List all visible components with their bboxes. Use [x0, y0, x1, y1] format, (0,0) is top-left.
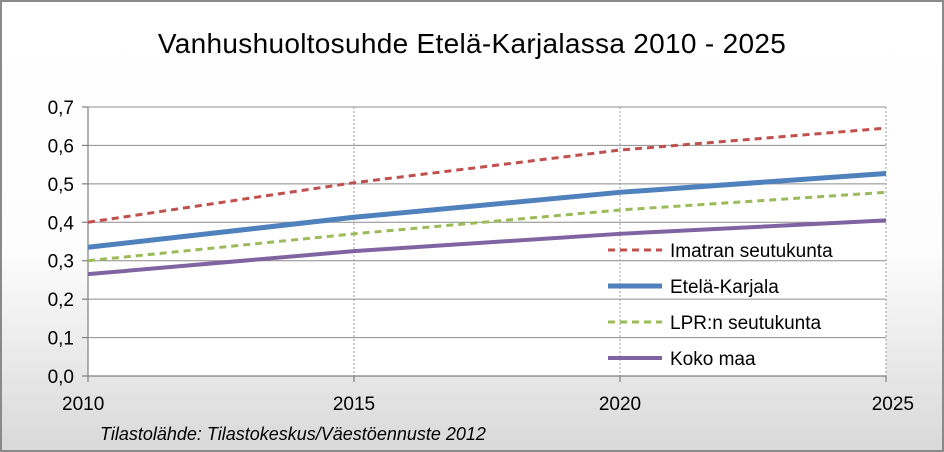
y-axis-ticks: 0,0 0,1 0,2 0,3 0,4 0,5 0,6 0,7: [48, 98, 75, 388]
y-tick-label: 0,2: [48, 290, 74, 311]
legend: Imatran seutukunta Etelä-Karjala LPR:n seu…: [608, 241, 833, 370]
series-line: [87, 190, 887, 263]
y-tick-label: 0,3: [48, 252, 74, 273]
y-tick-label: 0,6: [48, 136, 74, 157]
series-line: [87, 218, 887, 277]
series-line: [87, 170, 887, 250]
y-tick-label: 0,4: [48, 213, 75, 234]
legend-label: Etelä-Karjala: [670, 277, 779, 298]
x-axis-ticks: 2010 2015 2020 2025: [62, 394, 914, 415]
y-tick-label: 0,0: [48, 367, 74, 388]
x-tick-label: 2010: [62, 394, 104, 415]
legend-label: LPR:n seutukunta: [670, 313, 821, 334]
chart-title: Vanhushuoltosuhde Etelä-Karjalassa 2010 …: [157, 28, 787, 59]
legend-label: Imatran seutukunta: [670, 241, 833, 262]
series-lines: [87, 126, 887, 277]
x-tick-label: 2025: [872, 394, 914, 415]
legend-label: Koko maa: [670, 349, 756, 370]
x-tick-label: 2015: [333, 394, 375, 415]
y-tick-label: 0,5: [48, 175, 74, 196]
series-line: [87, 126, 887, 224]
source-note: Tilastolähde: Tilastokeskus/Väestöennust…: [100, 424, 486, 444]
x-tick-label: 2020: [599, 394, 641, 415]
y-tick-label: 0,7: [48, 98, 74, 119]
y-tick-label: 0,1: [48, 329, 74, 350]
